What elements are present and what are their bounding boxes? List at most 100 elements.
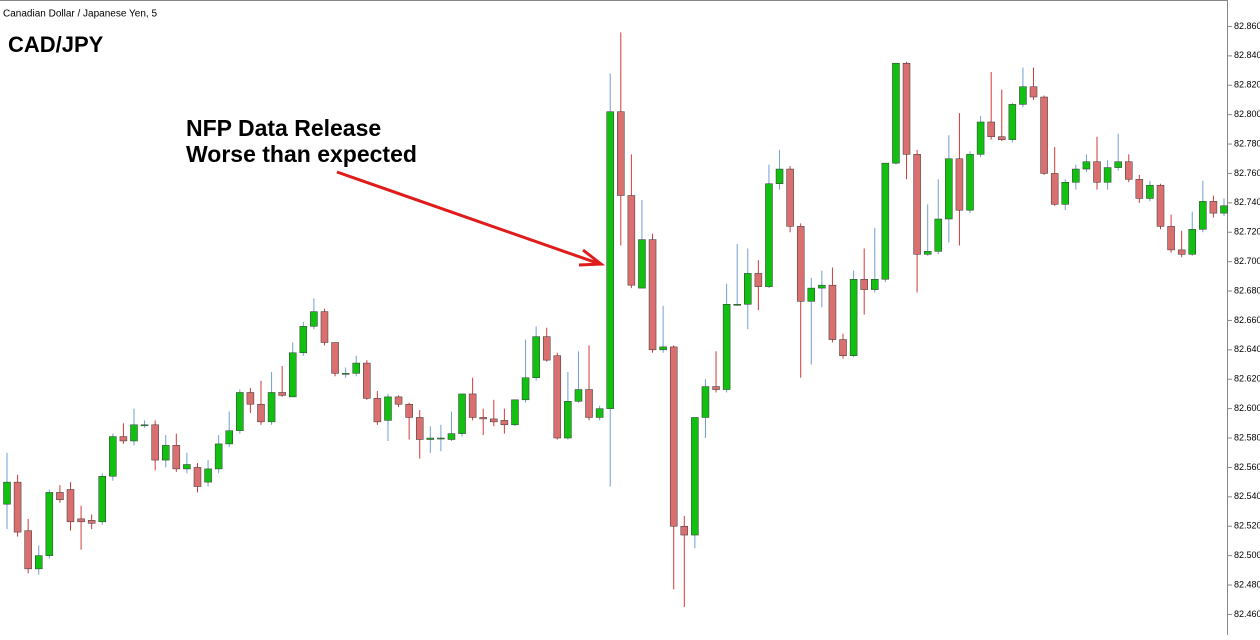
candle <box>976 116 985 158</box>
candle <box>77 505 85 550</box>
candle <box>458 393 466 437</box>
y-tick-label: 82.680 <box>1234 285 1260 295</box>
candle-body <box>1188 229 1197 255</box>
candle <box>320 308 329 346</box>
candle-body <box>341 373 350 375</box>
candle-body <box>807 287 816 302</box>
candle-body <box>691 417 699 536</box>
candle <box>1188 211 1197 256</box>
candle <box>659 305 667 353</box>
y-tick-label: 82.560 <box>1234 462 1260 472</box>
candle-body <box>617 111 625 196</box>
candle <box>299 321 308 356</box>
candle-body <box>1050 173 1059 205</box>
candle <box>1114 133 1122 171</box>
y-tick-label: 82.720 <box>1234 227 1260 237</box>
candle <box>1040 95 1048 175</box>
candle-body <box>945 158 953 220</box>
candle-body <box>638 239 646 289</box>
candle-body <box>415 417 424 440</box>
candle <box>627 154 636 289</box>
candle <box>1177 230 1186 258</box>
candle <box>352 355 360 377</box>
candle <box>648 233 657 353</box>
candle-body <box>490 418 498 423</box>
candle-body <box>193 467 202 487</box>
candle-body <box>839 339 847 356</box>
candle-body <box>1029 86 1038 98</box>
candle-body <box>267 392 276 423</box>
candle <box>363 360 371 400</box>
candle <box>807 277 816 365</box>
candle <box>140 420 149 428</box>
candle <box>564 371 572 440</box>
candle <box>1135 174 1144 203</box>
candle-body <box>1220 205 1228 214</box>
candle <box>1082 154 1091 172</box>
candle <box>183 452 191 474</box>
candle-body <box>66 489 75 523</box>
candle <box>447 411 456 441</box>
candle-body <box>405 403 413 418</box>
candle-body <box>437 437 445 440</box>
candle <box>1209 195 1218 218</box>
candle-body <box>511 399 519 426</box>
candle <box>606 73 614 487</box>
candle-body <box>352 362 360 374</box>
candle <box>532 326 540 381</box>
candle-body <box>288 352 297 398</box>
candle-body <box>1199 201 1207 230</box>
candle-body <box>606 111 614 409</box>
candle <box>288 342 297 398</box>
candle <box>3 452 11 530</box>
candle-body <box>458 393 466 434</box>
candle <box>172 433 181 472</box>
candle <box>913 149 921 293</box>
candle-body <box>902 62 911 155</box>
candle <box>892 62 900 165</box>
candle-body <box>225 430 233 445</box>
arrow-head <box>578 248 606 267</box>
y-tick-label: 82.580 <box>1234 432 1260 442</box>
candle-body <box>923 251 932 255</box>
y-tick-label: 82.500 <box>1234 550 1260 560</box>
candle-body <box>468 393 477 418</box>
y-tick-label: 82.540 <box>1234 491 1260 501</box>
candle <box>204 460 212 487</box>
candle <box>881 162 890 283</box>
candle-body <box>818 284 826 289</box>
candle-body <box>574 389 583 402</box>
candle <box>553 352 562 440</box>
candle-body <box>765 183 773 287</box>
candle <box>1167 214 1175 253</box>
candle-body <box>1061 182 1070 205</box>
candle-body <box>955 158 964 211</box>
candle-body <box>246 392 255 405</box>
candle-body <box>34 555 43 570</box>
candle-body <box>828 284 837 340</box>
candle-body <box>77 518 85 523</box>
candle-body <box>966 154 974 211</box>
candle <box>1072 164 1080 190</box>
candle <box>119 423 128 444</box>
candle-body <box>796 226 805 302</box>
candle <box>34 545 43 575</box>
candle <box>849 270 858 358</box>
candle-body <box>119 436 128 442</box>
candle <box>1220 198 1228 217</box>
y-tick-label: 82.800 <box>1234 109 1260 119</box>
candle <box>98 473 106 525</box>
candle <box>246 388 255 414</box>
candle-body <box>648 239 657 351</box>
candle-body <box>595 408 604 418</box>
annotation-text: NFP Data Release <box>186 115 381 141</box>
candle <box>1093 136 1101 190</box>
candle-body <box>934 218 943 252</box>
candle-body <box>3 481 11 505</box>
candle-body <box>130 424 138 442</box>
y-tick-label: 82.600 <box>1234 403 1260 413</box>
candle-body <box>1146 184 1154 199</box>
candle <box>860 248 868 315</box>
candle <box>871 227 879 293</box>
